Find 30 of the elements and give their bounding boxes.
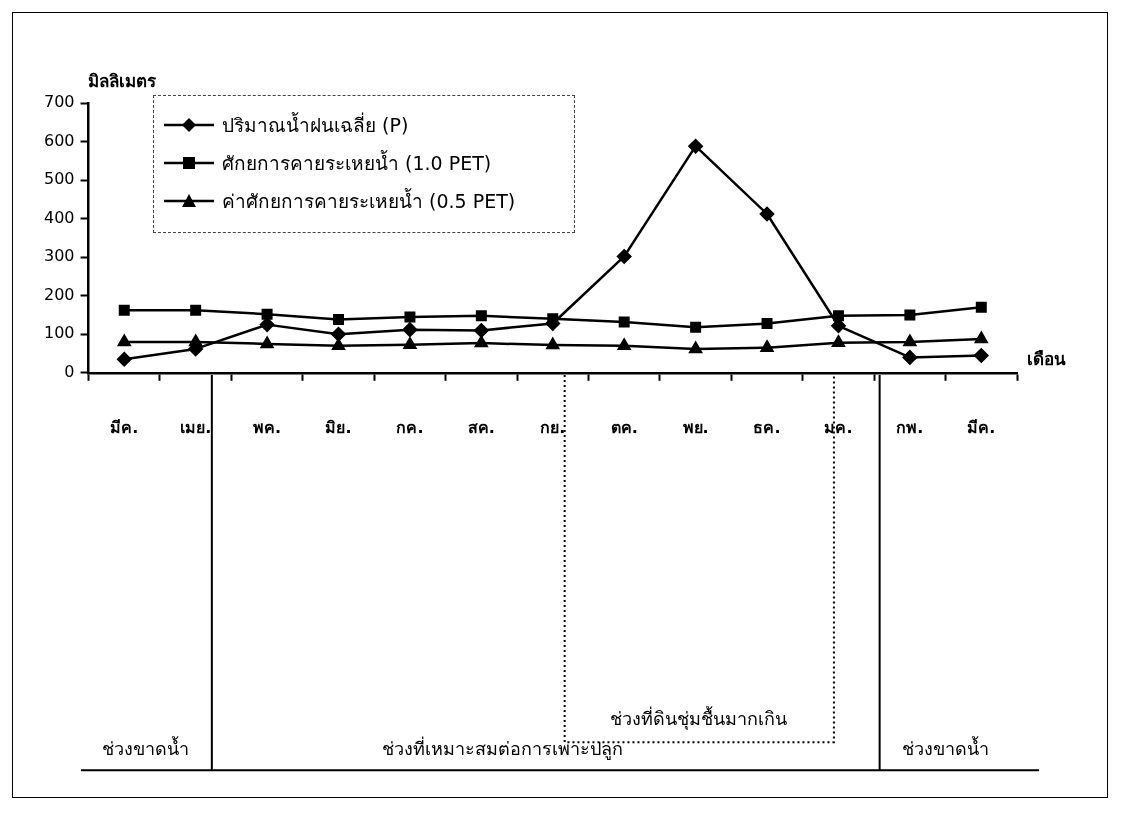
- y-tick-label: 300: [43, 246, 75, 266]
- y-tick-label: 400: [43, 207, 75, 227]
- y-tick-label: 500: [43, 169, 75, 189]
- x-tick-label: กค.: [396, 417, 424, 437]
- x-tick-label: พค.: [253, 417, 282, 437]
- x-axis-title: เดือน: [1027, 349, 1066, 370]
- x-tick-label: มีค.: [110, 417, 139, 437]
- y-tick-label: 200: [43, 284, 75, 304]
- x-tick-label: มค.: [824, 417, 853, 437]
- y-tick-label: 100: [43, 323, 75, 343]
- y-tick-label: 700: [43, 92, 75, 112]
- x-tick-label: พย.: [682, 417, 709, 437]
- x-tick-label: ตค.: [610, 417, 638, 437]
- x-tick-label: กย.: [540, 417, 566, 437]
- y-tick-label: 0: [64, 361, 75, 381]
- x-tick-label: เมย.: [180, 417, 212, 437]
- x-tick-label: ธค.: [753, 417, 781, 437]
- text: ช่วงที่เหมาะสมต่อการเพาะปลูก: [382, 735, 624, 762]
- y-axis-title: มิลลิเมตร: [88, 70, 157, 91]
- x-tick-label: สค.: [467, 417, 495, 437]
- legend-label: ศักยการคายระเหยน้ำ (1.0 PET): [222, 149, 492, 176]
- text: ช่วงขาดน้ำ: [102, 735, 190, 761]
- legend-label: ปริมาณน้ำฝนเฉลี่ย (P): [222, 111, 409, 138]
- legend-label: ค่าศักยการคายระเหยน้ำ (0.5 PET): [222, 187, 516, 214]
- text: ช่วงที่ดินชุ่มชื้นมากเกิน: [610, 705, 788, 732]
- text: ช่วงขาดน้ำ: [902, 735, 990, 761]
- x-tick-label: กพ.: [896, 417, 924, 437]
- y-tick-label: 600: [43, 130, 75, 150]
- x-tick-label: มิย.: [325, 417, 352, 437]
- x-tick-label: มีค.: [967, 417, 996, 437]
